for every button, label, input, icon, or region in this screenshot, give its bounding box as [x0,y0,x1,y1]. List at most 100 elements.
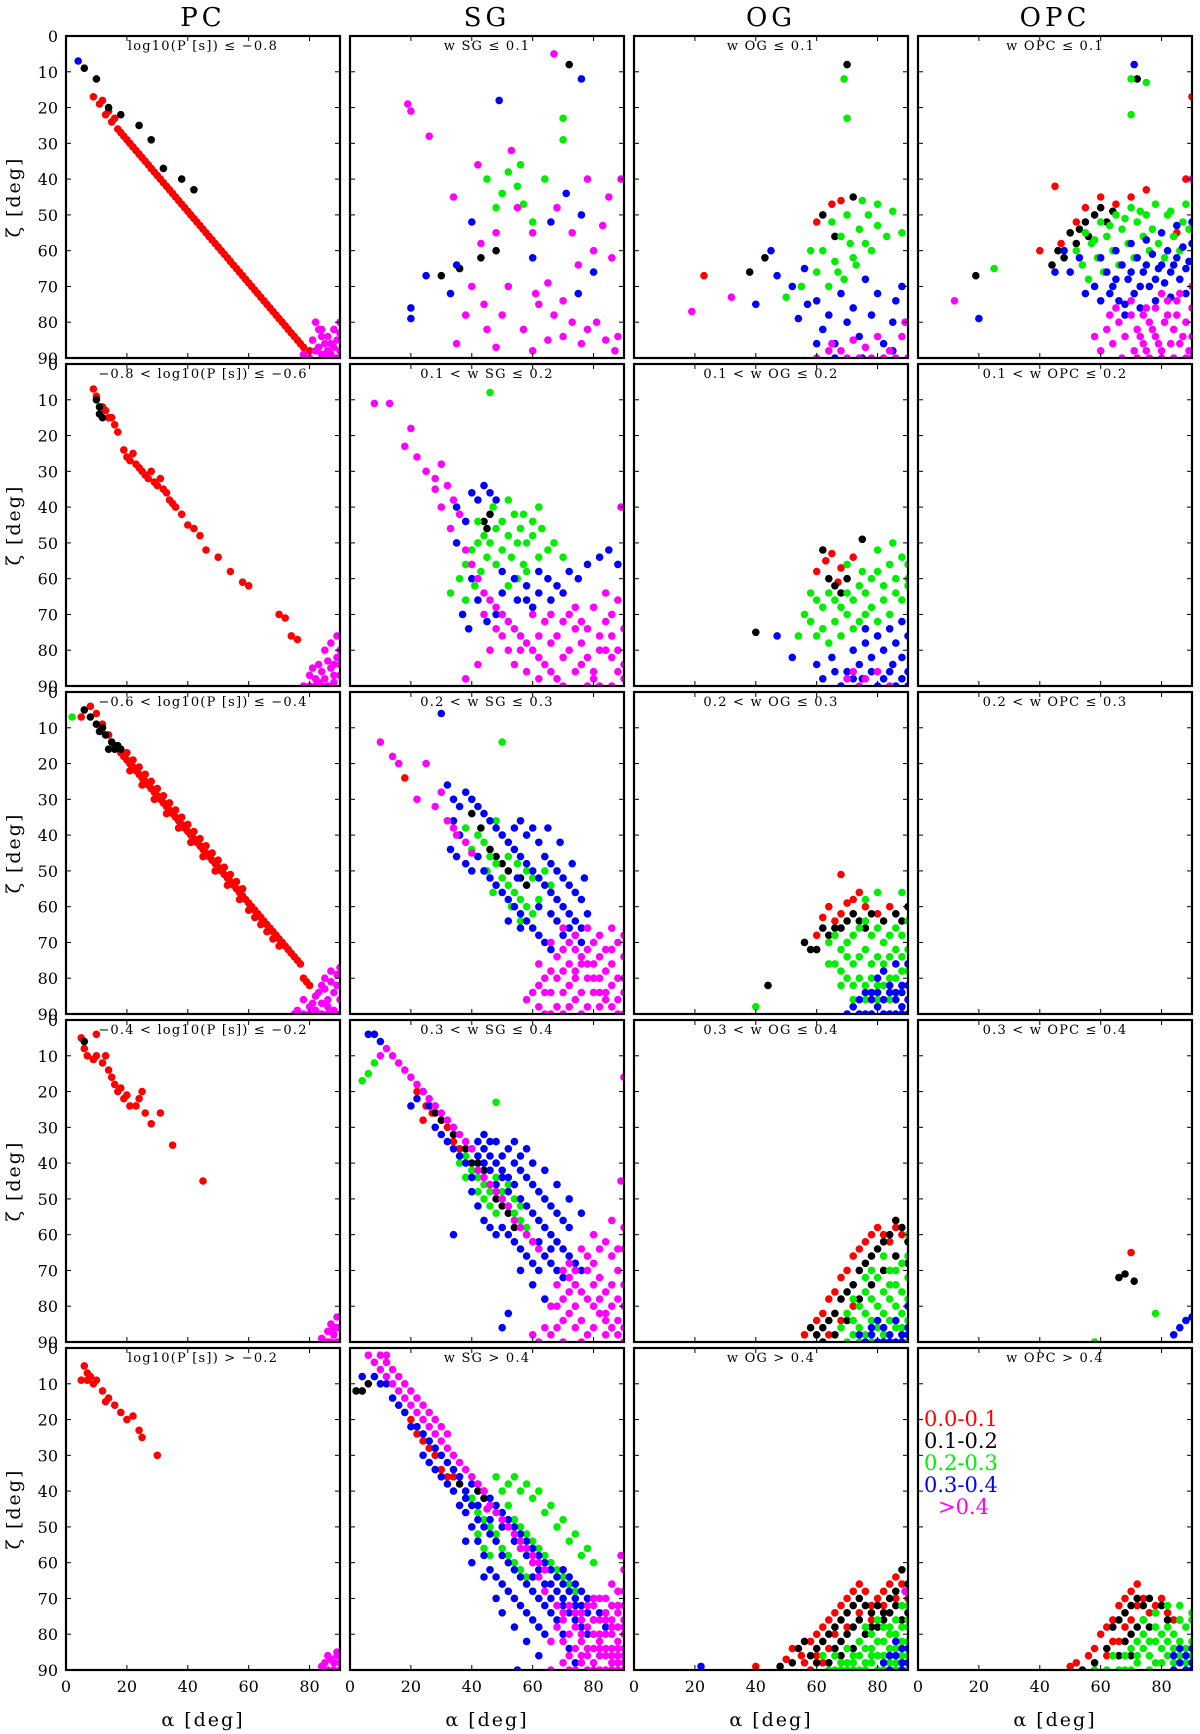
data-point [1142,347,1151,355]
data-point [1127,75,1135,83]
data-point [614,560,622,569]
data-point [837,589,845,597]
panel-grid: log10(P [s]) ≤ −0.80102030405060708090w … [38,27,1194,1696]
data-points [68,702,340,1014]
data-point [577,211,586,219]
data-point [437,788,446,796]
data-point [885,953,894,961]
data-point [828,549,836,558]
data-point [468,489,476,497]
data-point [837,981,845,990]
data-point [528,229,537,237]
data-point [608,1616,616,1624]
data-point [547,1302,555,1310]
data-point [528,1209,537,1217]
data-point [324,1651,332,1660]
data-point [330,1331,338,1339]
data-point [92,709,101,718]
data-point [413,1080,421,1089]
data-point [407,424,415,433]
panel-title: 0.1 < w SG ≤ 0.2 [420,367,553,382]
data-point [443,817,452,825]
data-point [843,1309,851,1318]
data-point [1121,214,1129,223]
data-point [583,960,592,968]
data-point [589,1594,598,1603]
data-point [89,93,98,101]
data-point [541,617,549,626]
data-point [819,211,827,219]
data-point [513,596,522,604]
data-point [516,1216,525,1225]
data-point [535,1187,543,1196]
data-point [849,1281,857,1289]
data-point [1112,304,1120,312]
data-point [468,1523,476,1531]
data-point [535,931,543,940]
data-point [1166,207,1175,216]
data-point [825,960,833,968]
data-point [1163,1623,1172,1631]
data-point [831,1288,839,1296]
data-point [873,974,882,982]
data-point [522,1609,531,1617]
data-point [504,1173,513,1182]
data-point [544,336,552,344]
data-point [867,1644,876,1653]
data-point [263,927,271,936]
data-point [849,1252,857,1260]
data-point [885,347,894,355]
data-point [879,646,888,654]
data-points [752,535,908,686]
data-point [1066,268,1074,276]
data-point [885,1580,894,1588]
data-point [504,838,513,847]
x-axis-label: α [deg] [1013,1709,1096,1731]
data-point [892,1266,900,1275]
data-point [553,917,561,925]
data-point [831,232,839,241]
data-point [855,1637,864,1646]
data-point [837,1659,845,1667]
data-point [150,795,159,804]
data-point [498,1508,507,1517]
data-point [437,271,446,280]
data-point [577,895,586,904]
data-point [885,667,894,676]
data-point [885,1316,894,1325]
y-tick-label: 60 [38,242,58,261]
data-point [437,709,446,718]
data-point [492,1195,500,1203]
data-point [394,1387,403,1395]
data-point [800,1331,809,1339]
data-point [321,675,329,683]
panel-frame [348,34,626,360]
data-point [1127,1630,1135,1638]
data-point [519,200,528,208]
data-point [287,632,296,640]
data-point [898,229,906,237]
data-point [394,1059,403,1067]
data-point [565,981,573,990]
data-point [553,1180,561,1189]
data-point [1182,1316,1190,1325]
data-point [522,867,531,875]
data-point [330,660,338,669]
data-point [583,910,592,918]
data-point [147,467,155,476]
data-point [382,1044,391,1053]
data-point [547,1594,555,1603]
data-point [486,1166,494,1175]
data-point [522,1580,531,1588]
data-point [401,442,409,451]
data-point [577,1601,586,1610]
data-point [238,885,247,893]
data-point [553,1566,561,1574]
data-point [474,1487,482,1495]
data-point [688,307,696,316]
data-point [528,924,537,932]
data-point [516,817,525,825]
data-point [885,1295,894,1303]
data-point [892,1644,900,1653]
